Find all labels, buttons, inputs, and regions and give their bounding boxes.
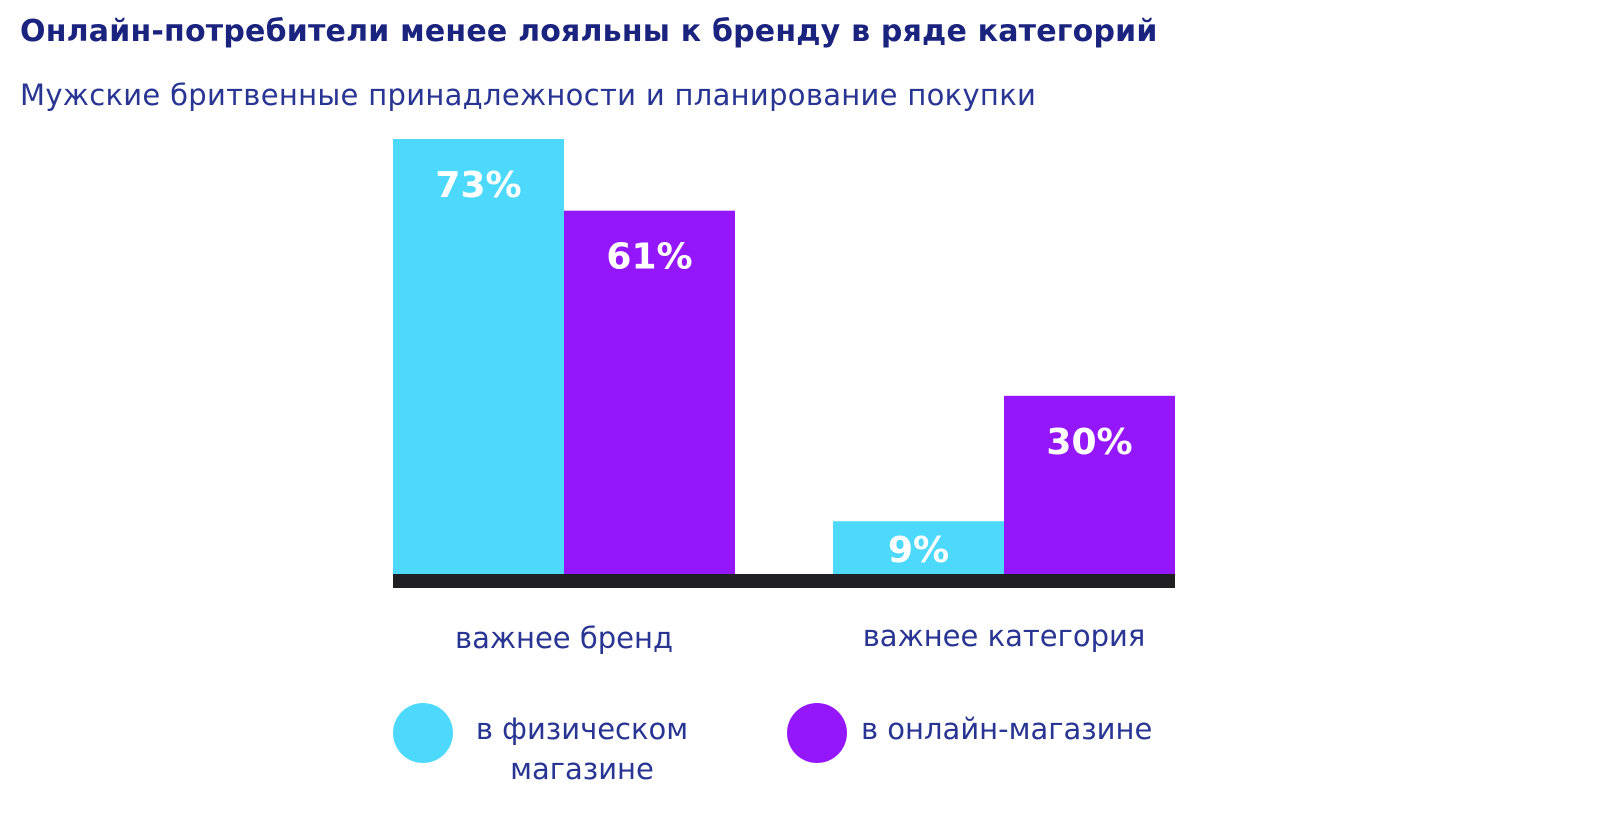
bar-value-label: 9% [888,530,949,571]
legend-label-physical-store: в физическом магазине [467,709,697,789]
bar-1-0 [833,521,1004,575]
legend-item-physical-store: в физическом магазине [393,703,697,789]
legend-swatch-online-store [787,703,847,763]
bar-value-label: 73% [435,165,521,206]
bar-value-label: 30% [1046,422,1132,463]
legend-label-line: в физическом [475,712,689,746]
bar-0-1 [564,210,735,575]
legend-label-line: магазине [510,752,654,786]
bars-group: 73% 61% 9% 30% [393,139,1175,575]
bar-value-label: 61% [606,237,692,278]
category-labels: важнее бренд важнее категория [455,619,1145,655]
legend-label-line: в онлайн-магазине [861,712,1153,746]
category-label: важнее бренд [455,621,673,655]
bar-chart: 73% 61% 9% 30% важнее бренд важнее категория [393,139,1175,655]
chart-subtitle: Мужские бритвенные принадлежности и план… [20,78,1037,112]
bar-1-1 [1004,395,1175,575]
legend-swatch-physical-store [393,703,453,763]
legend-label-online-store: в онлайн-магазине [861,709,1152,749]
bar-0-0 [393,139,564,575]
category-label: важнее категория [863,619,1146,653]
legend-item-online-store: в онлайн-магазине [787,703,1152,763]
x-axis-line [393,574,1175,588]
chart-title: Онлайн-потребители менее лояльны к бренд… [20,14,1158,49]
